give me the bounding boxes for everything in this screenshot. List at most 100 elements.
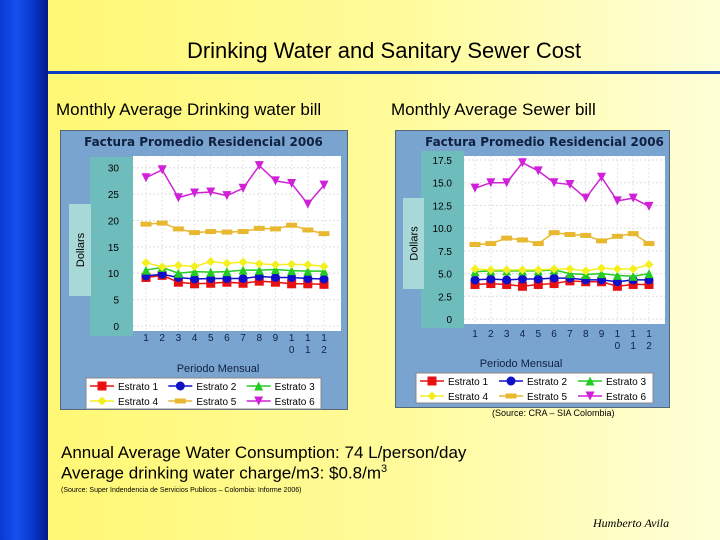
chart-title: Factura Promedio Residencial 2006: [425, 135, 664, 149]
data-point: [564, 232, 576, 238]
legend-label: Estrato 4: [448, 392, 488, 403]
x-tick-label: 3: [504, 329, 510, 340]
x-tick-label: 9: [273, 333, 279, 344]
data-point: [517, 281, 527, 291]
y-tick-label: 0: [446, 315, 452, 326]
data-point: [643, 241, 655, 247]
data-point: [485, 241, 497, 247]
data-point: [597, 172, 607, 182]
data-point: [302, 227, 314, 233]
stats-source-note: (Source: Super Indendencia de Servicios …: [61, 487, 302, 494]
legend-label: Estrato 1: [448, 377, 488, 388]
data-point: [548, 230, 560, 236]
data-point: [190, 261, 200, 271]
data-point: [644, 201, 654, 211]
data-point: [470, 279, 480, 289]
data-point: [190, 267, 200, 277]
x-tick-label: 5: [535, 329, 541, 340]
data-point: [517, 158, 527, 168]
data-point: [319, 261, 329, 271]
x-tick-label: 7: [240, 333, 246, 344]
x-tick-label: 6: [551, 329, 557, 340]
y-tick-label: 2.5: [438, 292, 452, 303]
legend-label: Estrato 2: [527, 377, 567, 388]
data-point: [190, 188, 200, 198]
data-point: [628, 271, 638, 281]
data-point: [597, 269, 607, 279]
y-axis-band: [421, 151, 464, 328]
plot-area: [133, 156, 341, 331]
data-point: [254, 161, 264, 171]
legend-label: Estrato 3: [275, 382, 315, 393]
chart-title: Factura Promedio Residencial 2006: [84, 135, 323, 149]
data-point: [157, 262, 167, 272]
data-point: [157, 269, 167, 279]
data-point: [549, 264, 559, 274]
data-point: [549, 273, 559, 283]
series-line: [145, 164, 325, 206]
data-point: [141, 265, 151, 275]
legend-label: Estrato 1: [118, 382, 158, 393]
legend-label: Estrato 5: [196, 397, 236, 408]
data-point: [190, 279, 200, 289]
data-point: [238, 274, 248, 284]
data-point: [470, 183, 480, 193]
data-point: [206, 278, 216, 288]
x-tick-label: 3: [176, 333, 182, 344]
data-point: [156, 220, 168, 226]
series-line: [145, 266, 324, 274]
data-point: [319, 180, 329, 190]
data-point: [628, 193, 638, 203]
data-point: [532, 241, 544, 247]
data-point: [286, 222, 298, 228]
legend-marker: [254, 396, 264, 406]
y-tick-label: 7.5: [438, 247, 452, 258]
y-tick-label: 15.0: [433, 179, 453, 190]
data-point: [596, 238, 608, 244]
data-point: [287, 266, 297, 276]
left-accent-bar: [0, 0, 48, 540]
data-point: [486, 274, 496, 284]
data-point: [238, 278, 248, 288]
data-point: [644, 269, 654, 279]
sewer-chart: Factura Promedio Residencial 2006 Dollars…: [395, 130, 670, 408]
y-tick-label: 20: [108, 216, 120, 227]
drinking-water-chart: Factura Promedio Residencial 2006 Dollars…: [60, 130, 348, 410]
y-tick-label: 30: [108, 164, 120, 175]
data-point: [253, 225, 265, 231]
data-point: [141, 258, 151, 268]
data-point: [612, 196, 622, 206]
x-tick-label: 8: [583, 329, 589, 340]
water-charge-text: Average drinking water charge/m3: $0.8/m: [61, 463, 382, 483]
legend: [85, 377, 322, 410]
data-point: [516, 237, 528, 243]
data-point: [141, 173, 151, 183]
data-point: [319, 274, 329, 284]
x-tick-label: 4: [520, 329, 526, 340]
data-point: [140, 221, 152, 227]
x-tick-label: 7: [567, 329, 573, 340]
data-point: [628, 264, 638, 274]
data-point: [517, 265, 527, 275]
y-axis-band: [90, 157, 133, 336]
title-divider: [48, 71, 720, 74]
water-consumption-stat: Annual Average Water Consumption: 74 L/p…: [61, 443, 467, 462]
data-point: [238, 183, 248, 193]
data-point: [517, 274, 527, 284]
data-point: [270, 277, 280, 287]
legend-marker: [505, 393, 517, 399]
data-point: [533, 265, 543, 275]
data-point: [157, 165, 167, 175]
data-point: [270, 260, 280, 270]
data-point: [303, 274, 313, 284]
author-name: Humberto Avila: [593, 516, 670, 530]
legend-marker: [427, 391, 437, 401]
y-label-box: [403, 198, 424, 289]
data-point: [612, 270, 622, 280]
x-tick-label: 2: [488, 329, 494, 340]
right-subtitle: Monthly Average Sewer bill: [391, 100, 596, 119]
